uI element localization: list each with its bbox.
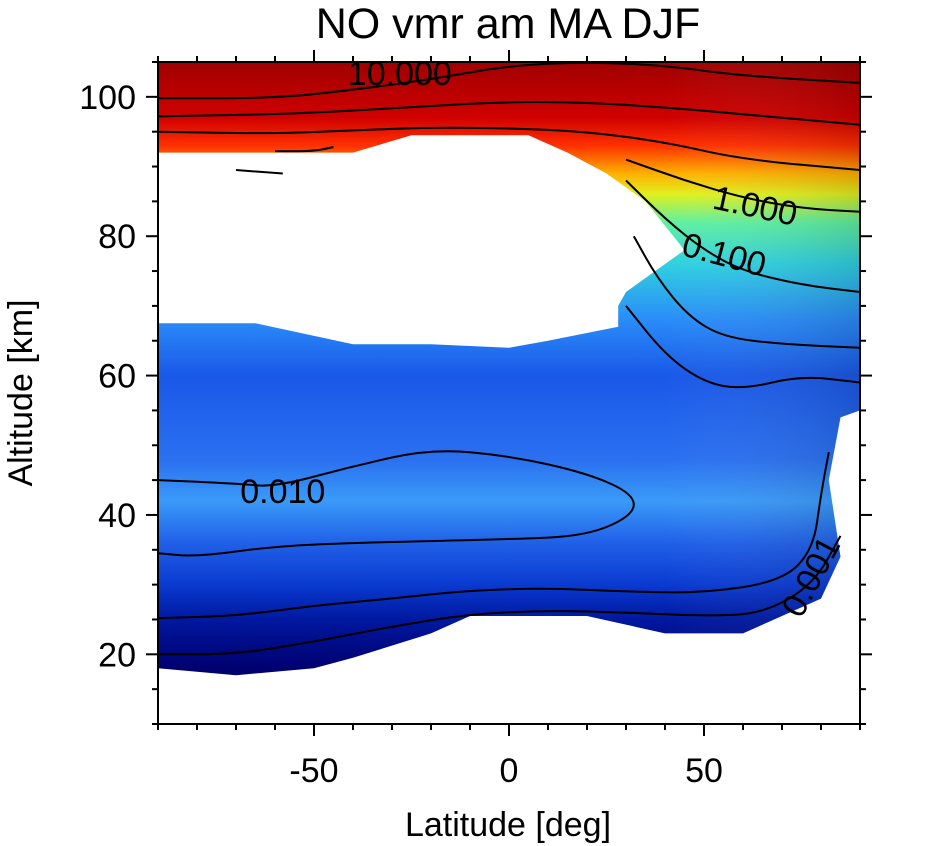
y-axis-label: Altitude [km]: [2, 299, 40, 486]
x-tick-label: 0: [500, 752, 519, 790]
y-tick-label: 20: [98, 636, 136, 674]
missing-data-upper-gap: [158, 135, 685, 348]
y-tick-label: 40: [98, 497, 136, 535]
contour-line: [158, 535, 842, 656]
contour-line: [625, 179, 860, 293]
y-tick-label: 60: [98, 358, 136, 396]
contour-line: [235, 169, 283, 175]
contour-line: [158, 450, 635, 557]
contour-line: [274, 146, 334, 153]
y-tick-label: 100: [79, 79, 136, 117]
contour-label: 0.010: [240, 473, 325, 511]
x-axis: -50 0 50: [157, 50, 861, 790]
y-tick-label: 80: [98, 218, 136, 256]
contour-line: [625, 305, 860, 389]
y-axis: 20 40 60 80 100: [79, 61, 872, 725]
missing-data-lower-gap: [158, 410, 860, 724]
contour-lines: [158, 62, 860, 656]
contour-line: [158, 101, 860, 126]
chart-title: NO vmr am MA DJF: [316, 0, 701, 48]
contour-line: [158, 62, 860, 100]
contour-line: [158, 452, 830, 620]
heatmap-field: [158, 62, 860, 724]
contour-line: [625, 158, 860, 213]
x-tick-label: 50: [685, 752, 723, 790]
contour-label: 10.000: [348, 55, 452, 93]
contour-line: [632, 235, 860, 349]
x-axis-label: Latitude [deg]: [405, 806, 611, 844]
contour-line: [158, 126, 860, 171]
x-tick-label: -50: [289, 752, 338, 790]
